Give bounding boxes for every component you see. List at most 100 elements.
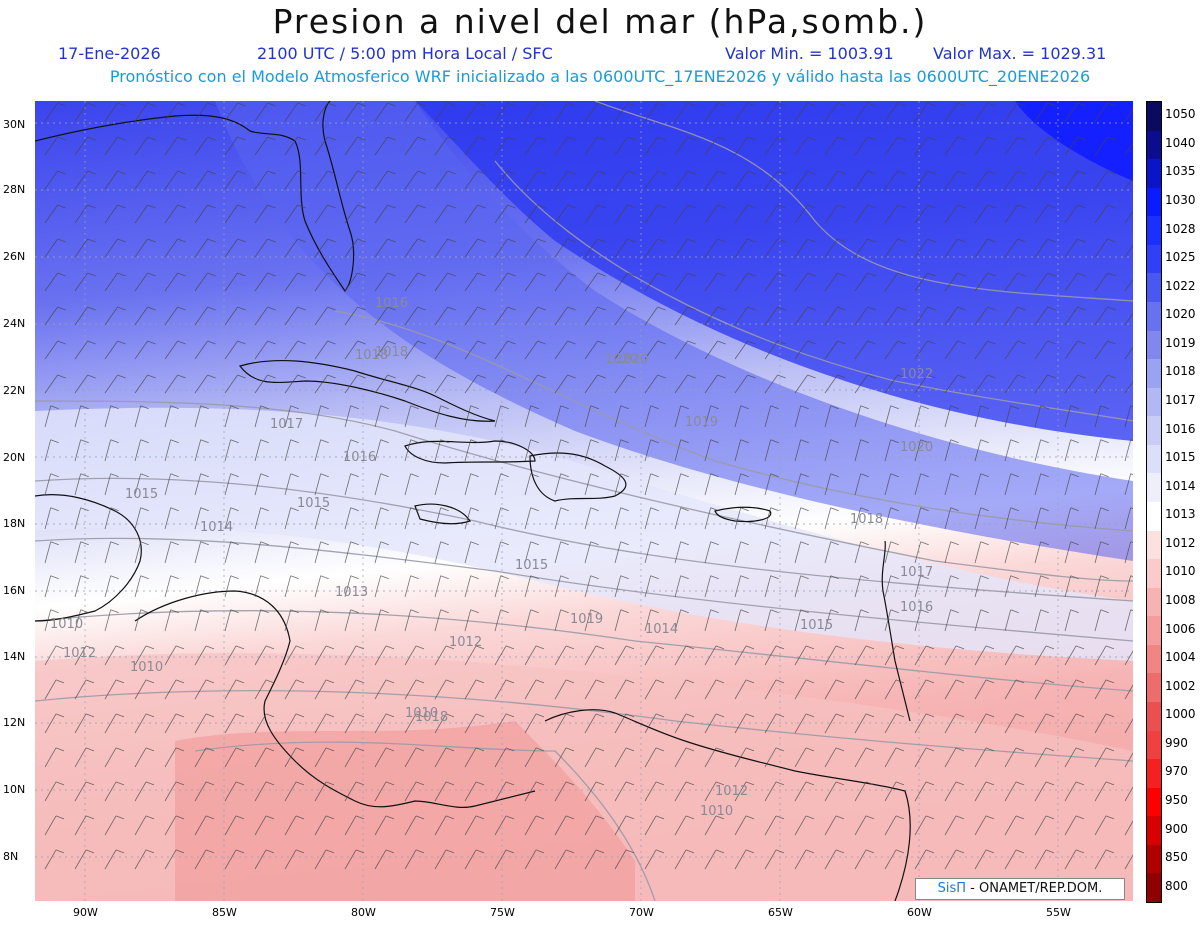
wind-barb-flag: [807, 136, 816, 141]
wind-barb-flag: [747, 340, 756, 345]
wind-barb: [1124, 718, 1133, 734]
wind-barb-flag: [620, 507, 629, 512]
wind-barb: [134, 781, 147, 802]
wind-barb: [134, 507, 142, 530]
wind-barb: [164, 306, 178, 326]
wind-barb-flag: [710, 575, 719, 580]
wind-barb: [1124, 312, 1133, 326]
wind-barb: [1064, 679, 1077, 700]
wind-barb-flag: [117, 306, 126, 311]
wind-barb: [1004, 609, 1012, 632]
wind-barb: [344, 645, 357, 666]
wind-barb-flag: [897, 306, 906, 311]
wind-barb: [764, 102, 778, 122]
wind-barb-flag: [177, 204, 186, 209]
wind-barb: [1034, 541, 1042, 564]
wind-barb-flag: [205, 713, 215, 718]
wind-barb: [884, 170, 898, 190]
wind-barb: [554, 541, 562, 564]
wind-barb-flag: [740, 575, 749, 580]
wind-barb: [1064, 747, 1077, 768]
wind-barb: [254, 849, 267, 870]
wind-barb: [974, 136, 988, 156]
wind-barb-flag: [805, 849, 815, 854]
wind-barb: [44, 609, 52, 632]
wind-barb: [404, 272, 418, 292]
wind-barb: [614, 136, 628, 156]
wind-barb: [224, 102, 238, 122]
wind-barb: [194, 645, 207, 666]
wind-barb: [794, 713, 807, 734]
wind-barb: [524, 374, 538, 394]
wind-barb: [74, 575, 82, 598]
wind-barb: [824, 340, 838, 360]
colorbar-label-1035: 1035: [1165, 164, 1196, 179]
wind-barb: [344, 679, 357, 700]
wind-barb-flag: [55, 679, 65, 684]
wind-barb: [944, 340, 958, 360]
wind-barb-flag: [687, 204, 696, 209]
wind-barb-flag: [897, 204, 906, 209]
wind-barb: [794, 340, 808, 360]
wind-barb: [134, 849, 147, 870]
wind-barb-flag: [1077, 306, 1086, 311]
wind-barb: [734, 272, 748, 292]
wind-barb-flag: [655, 849, 665, 854]
wind-barb: [164, 170, 178, 190]
wind-barb-flag: [620, 405, 629, 410]
wind-barb: [1004, 238, 1018, 258]
wind-barb-flag: [357, 306, 366, 311]
wind-barb: [614, 815, 627, 836]
wind-barb: [914, 541, 922, 564]
wind-barb: [404, 439, 412, 462]
wind-barb: [134, 713, 147, 734]
wind-barb: [944, 439, 952, 462]
wind-barb-flag: [1047, 102, 1056, 107]
wind-barb-flag: [867, 102, 876, 107]
wind-barb-flag: [957, 238, 966, 243]
wind-barb-flag: [447, 170, 456, 175]
wind-barb-flag: [1130, 405, 1133, 407]
wind-barb: [494, 713, 507, 734]
wind-barb-flag: [387, 340, 396, 345]
wind-barb-flag: [200, 541, 209, 546]
wind-barb: [464, 170, 478, 190]
wind-barb-flag: [565, 747, 575, 752]
wind-barb-flag: [537, 170, 546, 175]
wind-barb: [794, 849, 807, 870]
wind-barb-flag: [860, 473, 869, 478]
wind-barb: [74, 204, 88, 224]
wind-barb: [824, 272, 838, 292]
wind-barb: [584, 849, 597, 870]
wind-barb-flag: [950, 609, 959, 614]
wind-barb-flag: [740, 473, 749, 478]
wind-barb: [1124, 786, 1133, 802]
wind-barb-flag: [380, 405, 389, 410]
wind-barb-flag: [657, 238, 666, 243]
wind-barb: [464, 374, 478, 394]
wind-barb-flag: [57, 238, 66, 243]
lat-label-8N: 8N: [3, 850, 19, 863]
wind-barb-flag: [327, 102, 336, 107]
wind-barb: [644, 136, 658, 156]
wind-barb-flag: [715, 645, 725, 650]
wind-barb: [944, 849, 957, 870]
wind-barb-flag: [655, 781, 665, 786]
wind-barb-flag: [207, 238, 216, 243]
wind-barb-flag: [867, 136, 876, 141]
wind-barb-flag: [710, 541, 719, 546]
lat-label-20N: 20N: [3, 451, 26, 464]
wind-barb: [854, 272, 868, 292]
wind-barb: [284, 439, 292, 462]
lat-label-12N: 12N: [3, 716, 26, 729]
wind-barb: [134, 609, 142, 632]
wind-barb: [1124, 210, 1133, 224]
wind-barb: [494, 374, 508, 394]
wind-barb-flag: [890, 405, 899, 410]
wind-barb-flag: [50, 439, 59, 444]
wind-barb: [74, 405, 82, 428]
wind-barb: [914, 679, 927, 700]
wind-barb: [944, 374, 958, 394]
wind-barb: [554, 507, 562, 530]
wind-barb: [254, 541, 262, 564]
